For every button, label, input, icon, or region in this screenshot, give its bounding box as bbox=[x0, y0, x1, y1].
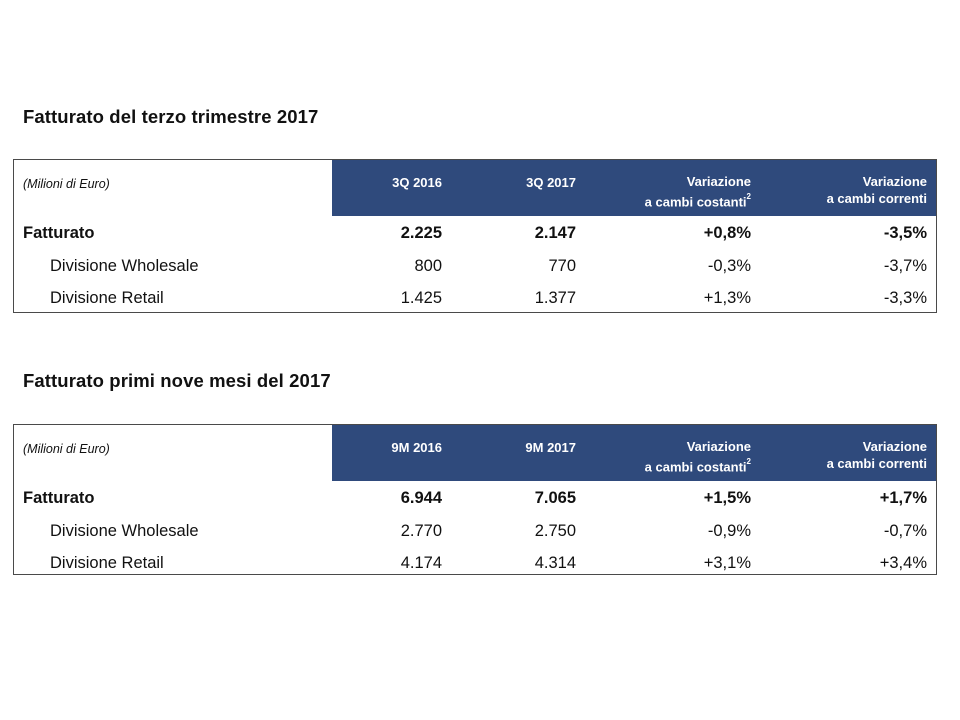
header-band bbox=[332, 160, 936, 215]
cell-value: -3,7% bbox=[883, 257, 927, 275]
cell-value: -0,7% bbox=[883, 522, 927, 540]
unit-label: (Milioni di Euro) bbox=[23, 442, 110, 456]
column-header-var-constant: Variazione a cambi costanti2 bbox=[645, 438, 751, 475]
header-line-1: Variazione bbox=[686, 174, 751, 189]
cell-value: 4.314 bbox=[534, 554, 576, 572]
row-label: Fatturato bbox=[23, 489, 95, 507]
row-label: Divisione Retail bbox=[50, 554, 164, 572]
cell-value: 2.750 bbox=[534, 522, 576, 540]
cell-value: -0,3% bbox=[707, 257, 751, 275]
cell-value: 1.425 bbox=[400, 289, 442, 307]
header-line-1: Variazione bbox=[862, 174, 927, 189]
cell-value: -0,9% bbox=[707, 522, 751, 540]
cell-value: 1.377 bbox=[534, 289, 576, 307]
cell-value: 2.225 bbox=[400, 224, 442, 242]
cell-value: 2.147 bbox=[534, 224, 576, 242]
header-line-2: a cambi correnti bbox=[826, 456, 927, 471]
cell-value: -3,3% bbox=[883, 289, 927, 307]
header-line-1: Variazione bbox=[686, 439, 751, 454]
header-line-1: Variazione bbox=[862, 439, 927, 454]
revenue-table-9m: (Milioni di Euro) 9M 2016 9M 2017 Variaz… bbox=[13, 424, 937, 575]
table-header: (Milioni di Euro) 9M 2016 9M 2017 Variaz… bbox=[14, 425, 936, 481]
header-underline bbox=[332, 215, 936, 216]
section-title: Fatturato primi nove mesi del 2017 bbox=[23, 370, 331, 391]
row-label: Divisione Retail bbox=[50, 289, 164, 307]
table-row: Divisione Retail 1.425 1.377 +1,3% -3,3% bbox=[14, 284, 936, 314]
column-header-3q-2017: 3Q 2017 bbox=[526, 175, 576, 190]
cell-value: 2.770 bbox=[400, 522, 442, 540]
table-row: Divisione Wholesale 800 770 -0,3% -3,7% bbox=[14, 252, 936, 282]
cell-value: -3,5% bbox=[883, 224, 927, 242]
table-row: Divisione Wholesale 2.770 2.750 -0,9% -0… bbox=[14, 517, 936, 547]
footnote-marker: 2 bbox=[746, 457, 751, 466]
column-header-var-constant: Variazione a cambi costanti2 bbox=[645, 173, 751, 210]
cell-value: +3,1% bbox=[703, 554, 751, 572]
column-header-var-current: Variazione a cambi correnti bbox=[827, 438, 927, 472]
revenue-table-3q: (Milioni di Euro) 3Q 2016 3Q 2017 Variaz… bbox=[13, 159, 937, 313]
column-header-9m-2017: 9M 2017 bbox=[525, 440, 576, 455]
header-underline bbox=[332, 480, 936, 481]
cell-value: +0,8% bbox=[703, 224, 751, 242]
table-header: (Milioni di Euro) 3Q 2016 3Q 2017 Variaz… bbox=[14, 160, 936, 216]
section-title: Fatturato del terzo trimestre 2017 bbox=[23, 106, 319, 127]
table-row-total: Fatturato 2.225 2.147 +0,8% -3,5% bbox=[14, 219, 936, 249]
column-header-var-current: Variazione a cambi correnti bbox=[827, 173, 927, 207]
footnote-marker: 2 bbox=[746, 192, 751, 201]
row-label: Divisione Wholesale bbox=[50, 257, 199, 275]
cell-value: +1,5% bbox=[703, 489, 751, 507]
cell-value: +1,3% bbox=[703, 289, 751, 307]
cell-value: +1,7% bbox=[879, 489, 927, 507]
header-line-2: a cambi costanti bbox=[644, 459, 747, 475]
column-header-9m-2016: 9M 2016 bbox=[391, 440, 442, 455]
header-band bbox=[332, 425, 936, 480]
table-row-total: Fatturato 6.944 7.065 +1,5% +1,7% bbox=[14, 484, 936, 514]
header-line-2: a cambi correnti bbox=[826, 191, 927, 206]
cell-value: 7.065 bbox=[534, 489, 576, 507]
cell-value: 770 bbox=[548, 257, 576, 275]
unit-label: (Milioni di Euro) bbox=[23, 177, 110, 191]
row-label: Fatturato bbox=[23, 224, 95, 242]
cell-value: +3,4% bbox=[879, 554, 927, 572]
table-row: Divisione Retail 4.174 4.314 +3,1% +3,4% bbox=[14, 549, 936, 579]
column-header-3q-2016: 3Q 2016 bbox=[392, 175, 442, 190]
cell-value: 800 bbox=[414, 257, 442, 275]
cell-value: 4.174 bbox=[400, 554, 442, 572]
header-line-2: a cambi costanti bbox=[644, 194, 747, 210]
cell-value: 6.944 bbox=[400, 489, 442, 507]
row-label: Divisione Wholesale bbox=[50, 522, 199, 540]
